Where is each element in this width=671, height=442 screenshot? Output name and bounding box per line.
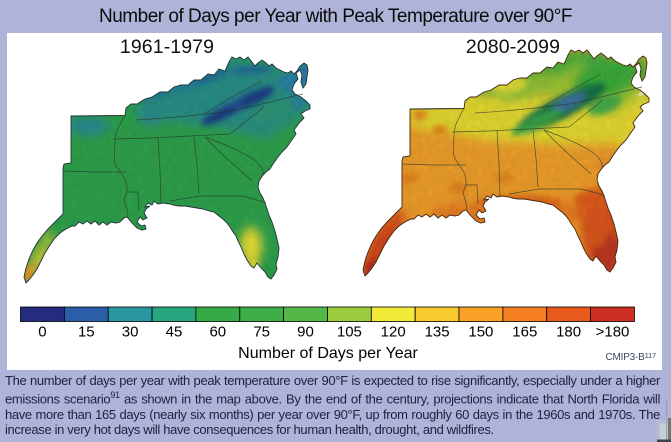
svg-text:165: 165 <box>512 324 537 341</box>
svg-text:90: 90 <box>297 324 314 341</box>
svg-text:60: 60 <box>209 324 226 341</box>
svg-text:120: 120 <box>381 324 406 341</box>
svg-text:>180: >180 <box>596 324 630 341</box>
svg-text:105: 105 <box>337 324 362 341</box>
svg-text:15: 15 <box>78 324 95 341</box>
svg-text:Number of Days per Year: Number of Days per Year <box>238 345 418 362</box>
svg-text:180: 180 <box>556 324 581 341</box>
svg-text:150: 150 <box>468 324 493 341</box>
svg-text:30: 30 <box>122 324 139 341</box>
svg-text:45: 45 <box>166 324 183 341</box>
svg-text:75: 75 <box>253 324 270 341</box>
svg-text:0: 0 <box>38 324 46 341</box>
svg-text:CMIP3-B117: CMIP3-B117 <box>605 351 656 363</box>
svg-text:135: 135 <box>425 324 450 341</box>
